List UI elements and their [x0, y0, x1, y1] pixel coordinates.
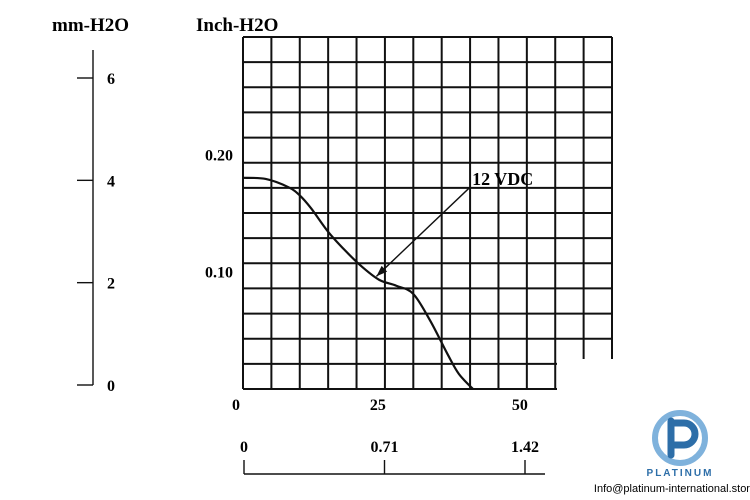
left-axis-tick-label: 6	[107, 71, 115, 88]
inch-axis-title: Inch-H2O	[196, 15, 278, 36]
bottom-axis-tick-label: 0	[240, 439, 248, 456]
bottom-axis-tick-label: 1.42	[511, 439, 539, 456]
left-axis-tick-label: 2	[107, 276, 115, 293]
logo-brand-name: PLATINUM	[647, 468, 714, 479]
watermark-email: Info@platinum-international.store	[594, 483, 750, 495]
tick-labels: 6 4 2 0 0.20 0.10 0 25 50 0 0.71 1.42	[107, 71, 539, 456]
annotation-label: 12 VDC	[472, 169, 533, 189]
annotation-arrowhead	[376, 265, 388, 277]
platinum-logo	[652, 410, 708, 466]
x-axis-tick-label: 25	[370, 397, 386, 414]
annotation-arrow	[375, 186, 471, 277]
left-axis-tick-label: 4	[107, 173, 115, 190]
left-axis-tick-label: 0	[107, 378, 115, 395]
axes	[77, 50, 545, 475]
grid	[242, 36, 617, 393]
grid-cutout	[557, 359, 617, 393]
inch-axis-tick-label: 0.20	[205, 147, 233, 164]
series-line-12vdc	[242, 176, 474, 390]
bottom-axis-tick-label: 0.71	[371, 439, 399, 456]
x-axis-tick-label: 50	[512, 397, 528, 414]
left-axis-title: mm-H2O	[52, 15, 129, 36]
inch-axis-tick-label: 0.10	[205, 265, 233, 282]
x-axis-tick-label: 0	[232, 397, 240, 414]
